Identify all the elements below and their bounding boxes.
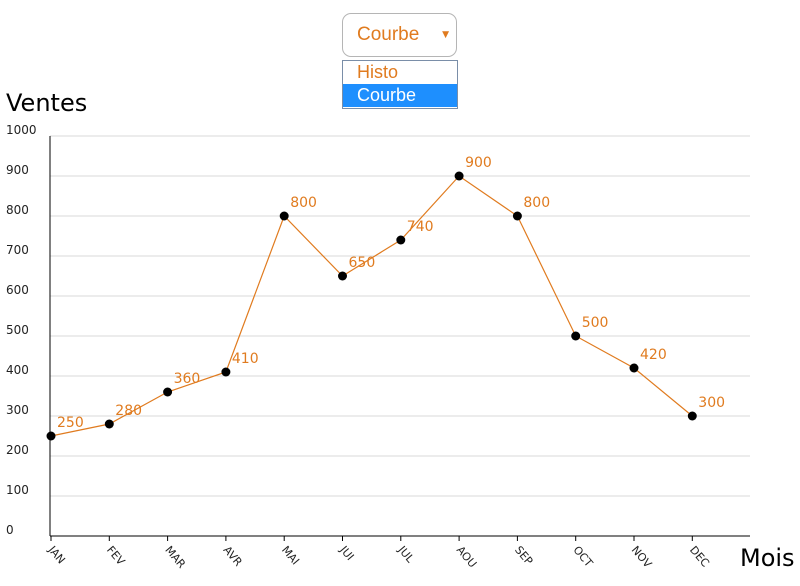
data-label: 800 [290,195,317,211]
y-tick-label: 500 [6,323,29,337]
y-tick-label: 100 [6,483,29,497]
data-label: 740 [407,219,434,235]
x-axis-label: Mois [740,544,795,572]
x-tick-label: DEC [687,544,712,570]
x-tick-label: MAR [162,544,188,572]
data-point [338,271,347,281]
x-tick-label: AOU [454,544,479,571]
x-tick-label: JUL [395,543,417,566]
chart-type-selected-value: Courbe [357,24,420,45]
x-tick-label: FEV [104,544,128,569]
data-points [46,171,697,441]
x-tick-labels: JAN FEV MAR AVR MAI JUI JUL AOU SEP OCT NOV DEC [45,543,712,571]
series-line [50,175,693,437]
data-label: 650 [349,255,376,271]
x-tick-label: JAN [45,543,68,567]
data-label: 280 [115,403,142,419]
data-label: 410 [232,351,259,367]
y-tick-label: 300 [6,403,29,417]
data-label: 360 [174,371,201,387]
grid-lines [50,135,750,497]
x-tick-label: MAI [279,544,302,568]
y-tick-label: 900 [6,163,29,177]
x-tick-label: OCT [570,544,595,570]
data-point [279,211,289,221]
chart-type-dropdown[interactable]: Histo Courbe [342,60,458,109]
chart-type-option-courbe[interactable]: Courbe [343,84,457,107]
data-point [396,235,406,245]
data-label: 420 [640,347,667,363]
data-label: 300 [698,395,725,411]
data-point [163,387,173,397]
y-axis-label: Ventes [6,89,87,117]
y-tick-label: 200 [6,443,29,457]
x-tick-label: SEP [512,544,535,568]
data-point [221,367,231,377]
chevron-down-icon: ▼ [442,30,449,40]
data-point [46,431,56,441]
data-label: 800 [523,195,550,211]
axes [49,136,750,541]
data-label: 500 [582,315,609,331]
chart-type-option-histo[interactable]: Histo [357,62,399,82]
data-point [104,419,114,429]
y-tick-label: 600 [6,283,29,297]
data-point [629,363,639,373]
data-point [512,211,522,221]
data-labels: 250 280 360 410 800 650 740 900 800 500 420 300 [57,155,725,431]
data-point [454,171,464,181]
x-tick-label: AVR [221,544,245,569]
y-tick-label: 400 [6,363,29,377]
y-tick-labels: 0 100 200 300 400 500 600 700 800 900 1000 [6,123,37,537]
chart-type-select[interactable]: Courbe ▼ [342,13,457,57]
y-tick-label: 800 [6,203,29,217]
x-tick-label: NOV [629,544,655,571]
y-tick-label: 700 [6,243,29,257]
data-label: 250 [57,415,84,431]
data-label: 900 [465,155,492,171]
y-tick-label: 0 [6,523,14,537]
data-point [687,411,697,421]
x-tick-label: JUI [337,543,357,563]
y-tick-label: 1000 [6,123,37,137]
data-point [571,331,581,341]
